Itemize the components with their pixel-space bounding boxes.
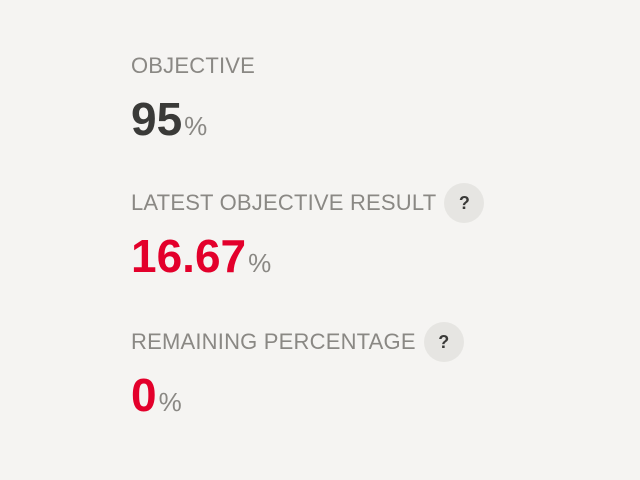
metric-remaining-percentage: REMAINING PERCENTAGE ? 0 %	[131, 322, 464, 418]
help-icon[interactable]: ?	[423, 322, 464, 362]
latest-objective-result-value: 16.67	[131, 230, 247, 282]
remaining-percentage-label: REMAINING PERCENTAGE	[131, 329, 416, 354]
remaining-percentage-unit: %	[158, 387, 182, 417]
metric-label-row: OBJECTIVE	[131, 46, 255, 86]
objective-label: OBJECTIVE	[131, 53, 256, 78]
objective-unit: %	[184, 111, 208, 141]
metric-label-row: REMAINING PERCENTAGE ?	[131, 322, 464, 362]
metric-value-row: 0 %	[131, 372, 464, 418]
metric-objective: OBJECTIVE 95 %	[131, 46, 255, 143]
metric-value-row: 16.67 %	[131, 233, 484, 279]
remaining-percentage-value: 0	[131, 369, 157, 421]
help-icon[interactable]: ?	[444, 183, 485, 223]
objective-value: 95	[131, 93, 183, 145]
metric-latest-objective-result: LATEST OBJECTIVE RESULT ? 16.67 %	[131, 183, 485, 279]
metric-label-row: LATEST OBJECTIVE RESULT ?	[131, 183, 485, 223]
latest-objective-result-unit: %	[248, 248, 272, 278]
latest-objective-result-label: LATEST OBJECTIVE RESULT	[131, 190, 437, 215]
metric-value-row: 95 %	[131, 96, 255, 142]
